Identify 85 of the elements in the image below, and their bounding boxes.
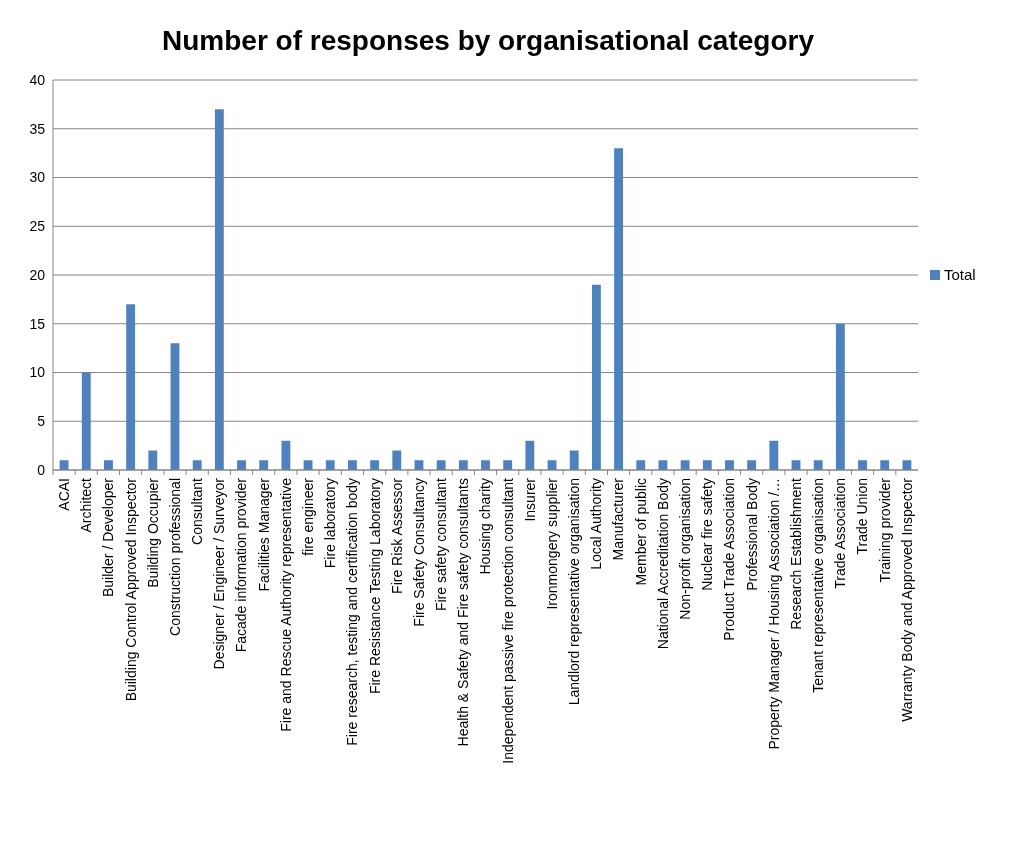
x-tick-label: Insurer [521, 477, 538, 522]
x-tick-label: Fire Risk Assessor [388, 477, 405, 594]
bar [902, 460, 912, 470]
x-tick-label: Building Control Approved Inspector [122, 477, 139, 702]
x-tick-label: Warranty Body and Approved Inspector [898, 477, 915, 722]
bar [458, 460, 468, 470]
bar [104, 460, 113, 470]
bar [525, 440, 535, 470]
bar [436, 460, 446, 470]
bar [858, 460, 867, 470]
y-tick-label: 25 [29, 218, 46, 235]
x-tick-label: Nuclear fire safety [699, 478, 716, 591]
x-tick-label: Construction professional [166, 478, 183, 636]
bar [747, 460, 757, 470]
bar [503, 460, 513, 470]
x-tick-label: Ironmongery supplier [543, 477, 560, 610]
bar [148, 450, 158, 470]
bar [237, 460, 246, 470]
bar [769, 440, 779, 470]
chart-title: Number of responses by organisational category [162, 25, 815, 56]
bar [214, 109, 224, 470]
x-tick-label: Housing charity [477, 478, 494, 575]
x-tick-label: Trade Association [832, 478, 849, 589]
y-tick-label: 35 [29, 120, 46, 137]
bar [126, 304, 136, 470]
x-tick-label: ACAI [55, 478, 72, 511]
x-tick-label: Landlord representative organisation [566, 478, 583, 706]
bar [835, 323, 845, 470]
x-tick-label: Facilities Manager [255, 477, 272, 592]
bar [636, 460, 646, 470]
x-tick-label: fire engineer [299, 477, 316, 556]
bar [170, 343, 180, 470]
bar [880, 460, 890, 470]
y-tick-label: 30 [29, 169, 46, 186]
x-tick-label: Trade Union [854, 478, 871, 555]
x-tick-label: Health & Safety and Fire safety consultants [455, 478, 472, 747]
y-tick-label: 15 [29, 315, 46, 332]
x-tick-label: Tenant representative organisation [810, 478, 827, 693]
x-tick-label: Local Authority [588, 478, 605, 570]
x-tick-label: Professional Body [743, 478, 760, 591]
x-tick-label: Member of public [632, 478, 649, 586]
legend-label: Total [944, 266, 976, 284]
x-tick-label: Fire safety consultant [433, 477, 450, 612]
bar [481, 460, 490, 470]
x-tick-label: Product Trade Association [721, 478, 738, 641]
bar [614, 148, 624, 470]
bar [59, 460, 69, 470]
x-tick-label: Building Occupier [144, 477, 161, 588]
bar [591, 284, 601, 470]
x-tick-label: Architect [78, 477, 95, 533]
x-tick-label: Fire Safety Consultancy [410, 478, 427, 627]
bar [347, 460, 357, 470]
y-tick-label: 5 [37, 413, 46, 430]
x-tick-label: Consultant [189, 477, 206, 545]
y-tick-label: 0 [37, 461, 46, 478]
bar [325, 460, 335, 470]
x-tick-label: Property Manager / Housing Association /… [765, 478, 782, 750]
y-tick-label: 40 [29, 71, 46, 88]
x-tick-label: Designer / Engineer / Surveyor [211, 477, 228, 670]
bar [370, 460, 380, 470]
x-tick-label: Builder / Developer [100, 477, 117, 598]
bar [680, 460, 690, 470]
x-tick-label: Non-profit organisation [677, 478, 694, 620]
x-tick-label: Training provider [876, 477, 893, 583]
bar [725, 460, 734, 470]
bar [392, 450, 402, 470]
x-tick-label: Research Establishment [787, 477, 804, 630]
bar [81, 372, 91, 470]
x-tick-label: Independent passive fire protection consultant [499, 477, 516, 764]
x-tick-label: National Accreditation Body [654, 478, 671, 650]
bar [813, 460, 823, 470]
x-tick-label: Fire research, testing and certification body [344, 478, 361, 746]
x-tick-label: Fire Resistance Testing Laboratory [366, 478, 383, 695]
x-tick-label: Fire and Rescue Authority representative [277, 477, 294, 732]
y-tick-label: 10 [29, 364, 46, 381]
bar [259, 460, 269, 470]
bar [281, 440, 291, 470]
x-tick-label: Fire laboratory [322, 478, 339, 569]
x-tick-label: Facade information provider [233, 477, 250, 653]
x-tick-label: Manufacturer [610, 477, 627, 561]
bar [192, 460, 202, 470]
bar [303, 460, 313, 470]
y-tick-label: 20 [29, 266, 46, 283]
bar [569, 450, 579, 470]
bar [702, 460, 712, 470]
